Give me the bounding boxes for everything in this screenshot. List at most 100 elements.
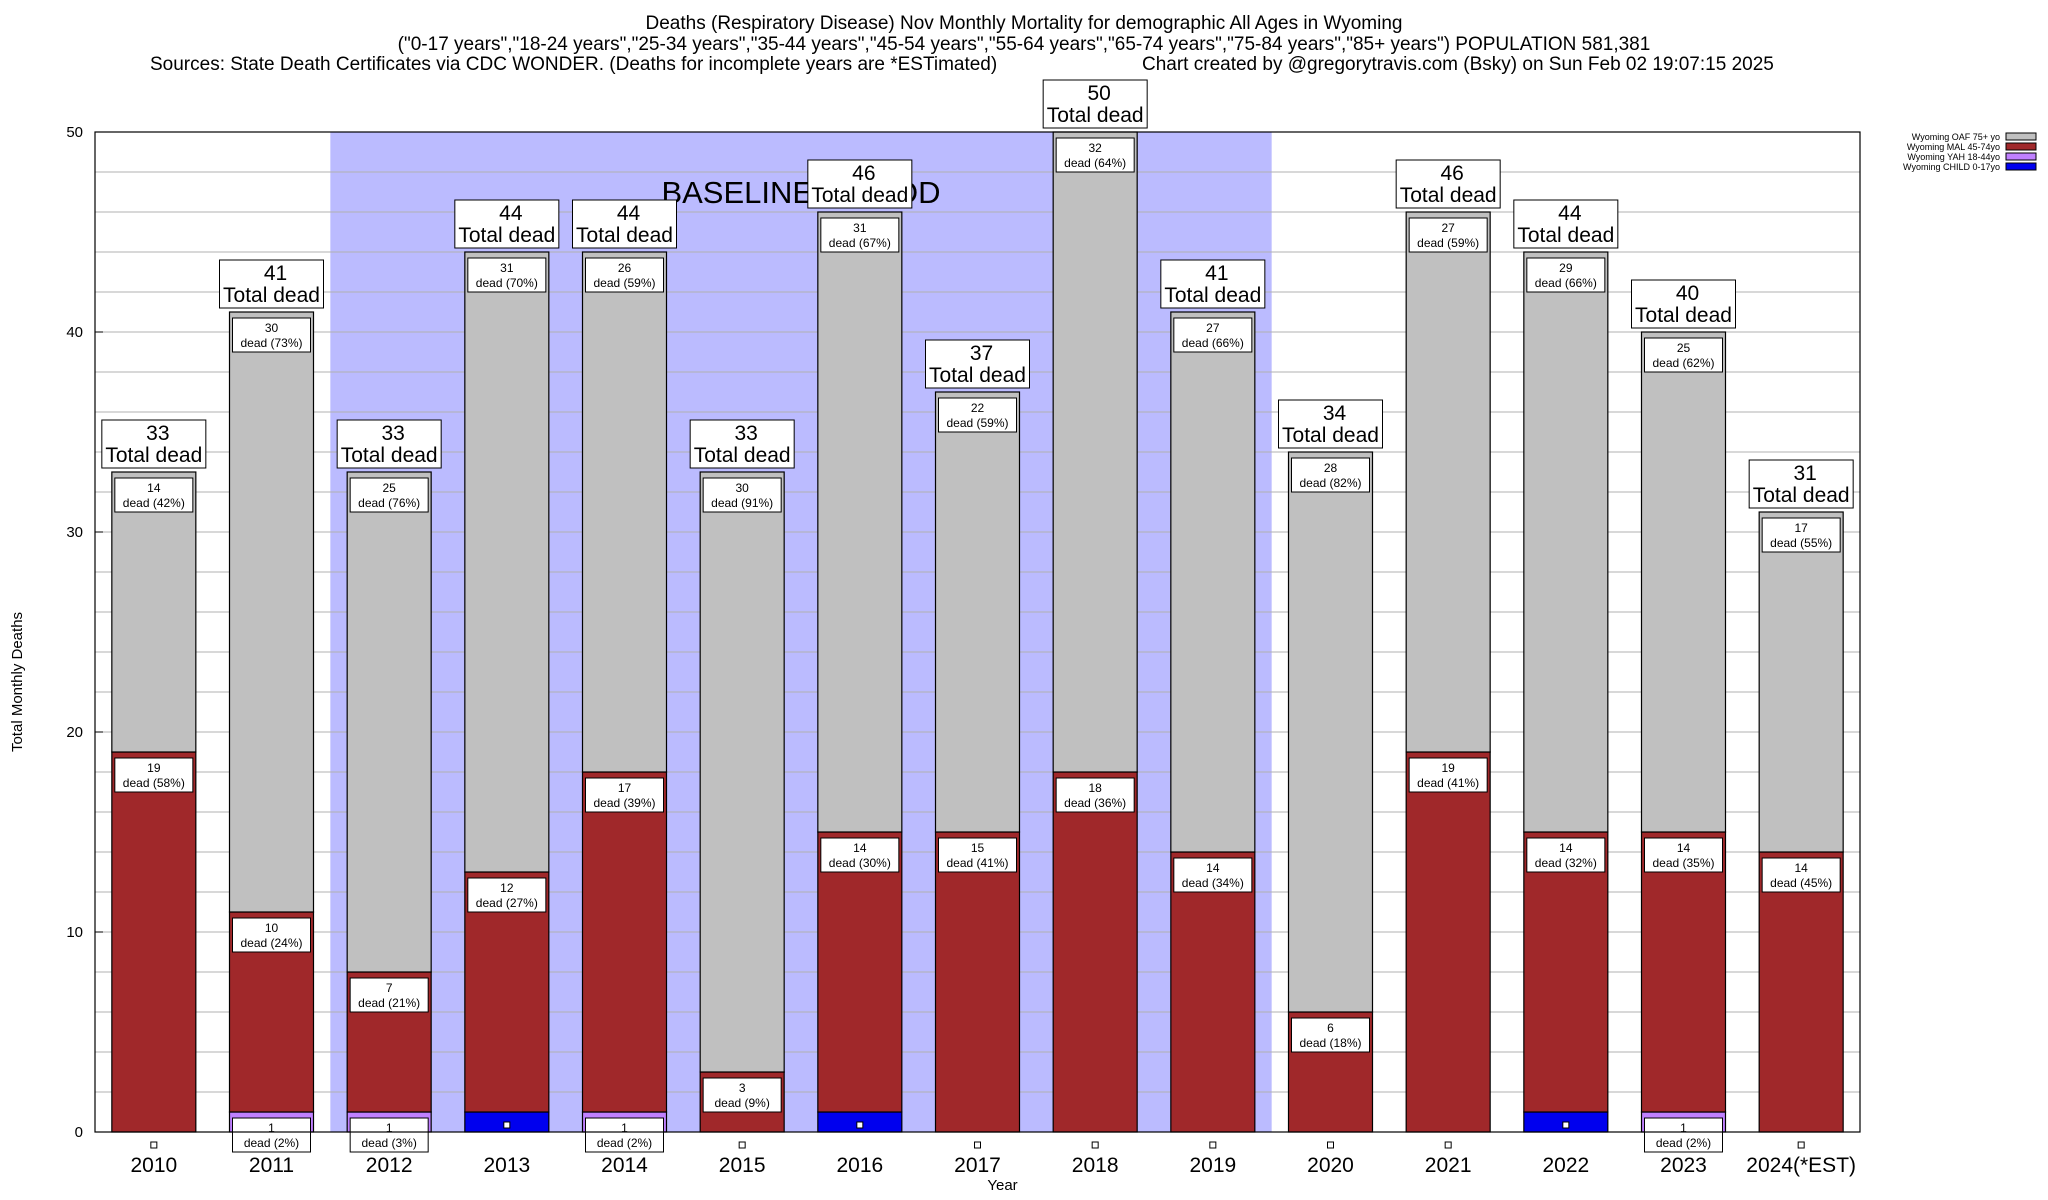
segment-label-box — [1055, 137, 1135, 173]
segment-label-box — [467, 877, 547, 913]
segment-label-percent: dead (3%) — [361, 1136, 416, 1150]
y-tick-label: 20 — [66, 724, 83, 741]
total-label-text: Total dead — [1517, 224, 1614, 247]
segment-label-box — [585, 1117, 664, 1153]
bar-segment — [1405, 211, 1491, 753]
axes: 2010 2011 2012 2013 2014 2015 2016 2017 2018 2019… — [9, 124, 1861, 1194]
segment-label-percent: dead (67%) — [829, 236, 891, 250]
total-label-text: Total dead — [576, 224, 673, 247]
zero-marker — [1209, 1141, 1217, 1149]
bar-segment — [111, 751, 197, 1133]
segment-label-box — [938, 837, 1017, 873]
total-label-text: Total dead — [929, 364, 1026, 387]
segment-label-value: 6 — [1327, 1021, 1334, 1035]
total-label-value: 31 — [1793, 462, 1816, 485]
segment-label-value: 27 — [1441, 221, 1455, 235]
legend-swatch — [2005, 152, 2037, 161]
segment-label-box — [1173, 857, 1253, 893]
segment-label-percent: dead (42%) — [123, 496, 185, 510]
bar-segment — [934, 391, 1021, 833]
total-label-value: 44 — [1558, 202, 1582, 225]
segment-label-box — [1291, 457, 1370, 493]
legend-label: Wyoming YAH 18-44yo — [1907, 152, 2000, 162]
x-tick-label: 2017 — [954, 1154, 1001, 1177]
segment-label-box — [349, 1117, 429, 1153]
bar-segment — [1523, 831, 1609, 1113]
segment-label-percent: dead (59%) — [593, 276, 655, 290]
segment-label-box — [585, 257, 664, 293]
child-marker — [503, 1121, 511, 1129]
zero-marker — [150, 1141, 158, 1149]
y-tick-label: 30 — [66, 524, 83, 541]
bar-segment — [1052, 131, 1138, 773]
total-label-value: 33 — [381, 422, 404, 445]
total-label-box — [1748, 459, 1854, 509]
x-tick-label: 2021 — [1425, 1154, 1472, 1177]
segment-label-box — [1408, 757, 1488, 793]
x-tick-label: 2013 — [483, 1154, 530, 1177]
y-tick-label: 40 — [66, 324, 83, 341]
segment-label-percent: dead (30%) — [829, 856, 891, 870]
segment-label-value: 3 — [739, 1081, 746, 1095]
total-label-value: 46 — [852, 162, 875, 185]
segment-label-percent: dead (64%) — [1064, 156, 1126, 170]
segment-label-box — [1644, 837, 1723, 873]
segment-label-value: 14 — [147, 481, 161, 495]
total-label-text: Total dead — [1753, 484, 1850, 507]
x-tick-label: 2011 — [249, 1154, 294, 1177]
segment-label-box — [585, 777, 664, 813]
segment-label-percent: dead (24%) — [240, 936, 302, 950]
chart-sources: Sources: State Death Certificates via CD… — [0, 54, 2048, 76]
segment-label-value: 30 — [735, 481, 749, 495]
segment-label-value: 1 — [621, 1121, 628, 1135]
segment-label-percent: dead (76%) — [358, 496, 420, 510]
total-label-box — [1631, 279, 1736, 329]
total-label-value: 33 — [734, 422, 757, 445]
segment-label-percent: dead (41%) — [946, 856, 1008, 870]
segment-label-percent: dead (21%) — [358, 996, 420, 1010]
total-label-box — [572, 199, 677, 249]
bar-segment — [581, 771, 668, 1113]
legend-label: Wyoming MAL 45-74yo — [1907, 142, 2000, 152]
total-label-box — [807, 159, 913, 209]
bar-segment — [1523, 251, 1609, 833]
x-tick-label: 2015 — [719, 1154, 766, 1177]
segment-label-percent: dead (41%) — [1417, 776, 1479, 790]
segment-label-value: 1 — [386, 1121, 393, 1135]
x-tick-label: 2018 — [1072, 1154, 1119, 1177]
legend-entry: Wyoming YAH 18-44yo — [1907, 152, 2037, 162]
total-label-box — [336, 419, 442, 469]
segment-label-value: 30 — [265, 321, 279, 335]
child-marker — [1562, 1121, 1570, 1129]
y-tick-label: 10 — [66, 924, 83, 941]
segment-label-percent: dead (58%) — [123, 776, 185, 790]
x-tick-label: 2012 — [366, 1154, 413, 1177]
segment-label-percent: dead (82%) — [1299, 476, 1361, 490]
segment-label-box — [1291, 1017, 1370, 1053]
segment-label-value: 1 — [1680, 1121, 1687, 1135]
x-tick-label: 2014 — [601, 1154, 648, 1177]
